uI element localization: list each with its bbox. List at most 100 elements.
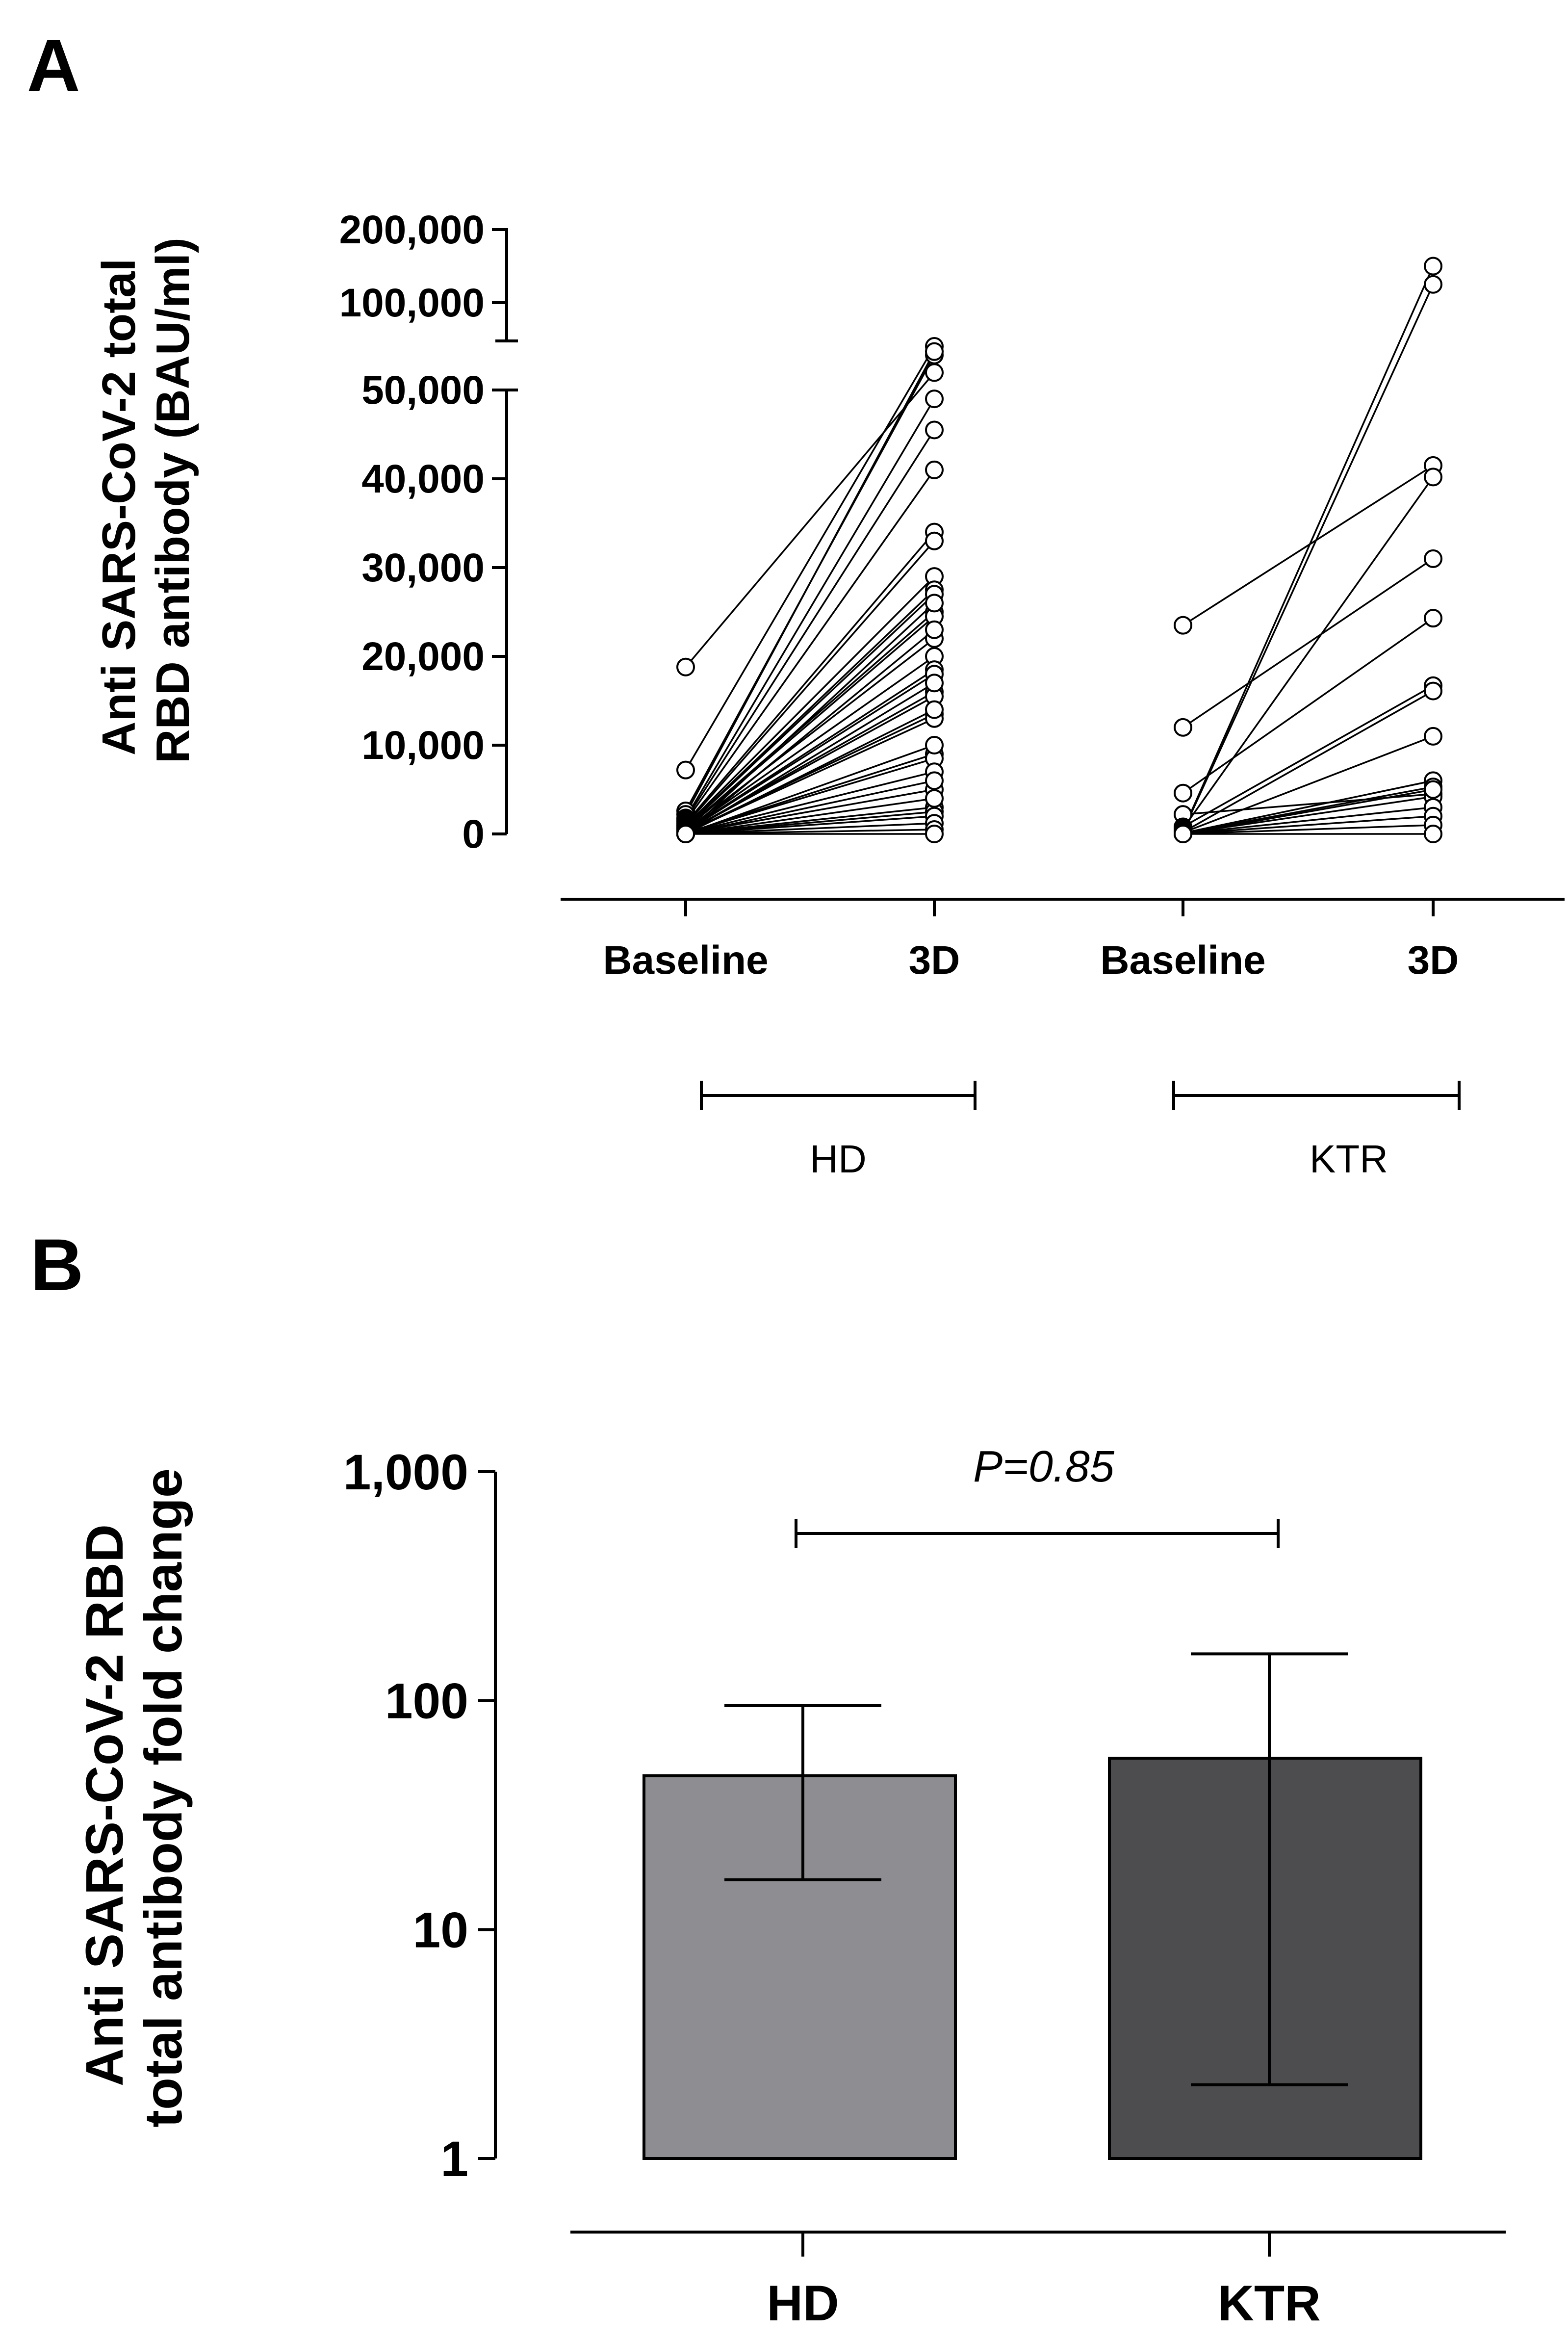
panel-a-3d-point — [925, 594, 944, 613]
panel-a-y-axis-label-line-2: RBD antibody (BAU/ml) — [147, 237, 199, 763]
panel-a-baseline-point — [1174, 825, 1192, 843]
panel-a-pair-line — [685, 797, 935, 835]
panel-a-baseline-point — [1174, 616, 1192, 635]
panel-a-group-ktr-bracket — [1172, 1081, 1461, 1110]
panel-a-y-tick-label: 10,000 — [361, 723, 485, 768]
panel-a-pair-line — [685, 673, 935, 832]
panel-a-3d-point — [925, 620, 944, 639]
panel-b-y-axis-label: Anti SARS-CoV-2 RBD total antibody fold … — [75, 1468, 193, 2128]
panel-a-3d-point — [925, 420, 944, 440]
panel-a-paired-lines — [685, 265, 1434, 835]
panel-a-group-hd-bracket — [700, 1081, 977, 1110]
panel-a-3d-point — [1424, 275, 1442, 294]
panel-a-pair-line — [685, 398, 935, 819]
panel-a-y-ticks: 0 10,000 20,000 30,000 40,000 50,000 100,000 20… — [339, 208, 507, 857]
panel-a-pair-line — [1182, 788, 1434, 835]
panel-a-pair-line — [685, 531, 935, 824]
panel-a-3d-point — [925, 736, 944, 754]
panel-a-pair-line — [1182, 465, 1434, 626]
panel-a-3d-point — [925, 674, 944, 693]
panel-a-pair-line — [1182, 685, 1434, 828]
panel-a-pair-line — [1182, 806, 1434, 835]
panel-b-x-tick-label: KTR — [1218, 2275, 1321, 2331]
panel-a-3d-point — [925, 825, 944, 843]
panel-a-pair-line — [685, 346, 935, 771]
panel-a-pair-line — [685, 771, 935, 834]
panel-a-label: A — [27, 24, 80, 106]
panel-a-3d-point — [925, 363, 944, 382]
panel-a-pair-line — [685, 669, 935, 832]
panel-a-3d-point — [925, 531, 944, 550]
panel-a-pair-line — [685, 575, 935, 827]
panel-a-3d-point — [925, 460, 944, 479]
panel-a-pair-line — [1182, 617, 1434, 794]
panel-a-pair-line — [1182, 558, 1434, 728]
panel-a-pair-line — [685, 744, 935, 835]
panel-a-group-hd-label: HD — [810, 1137, 867, 1181]
panel-a-chart: Anti SARS-CoV-2 total RBD antibody (BAU/… — [93, 208, 1565, 1181]
panel-a-pair-line — [1182, 824, 1434, 835]
panel-b-y-axis-label-line-1: Anti SARS-CoV-2 RBD — [75, 1524, 134, 2086]
panel-a-pair-line — [685, 815, 935, 835]
panel-a-3d-point — [925, 700, 944, 719]
panel-a-y-tick-label: 20,000 — [361, 634, 485, 679]
panel-b-p-value: P=0.85 — [973, 1442, 1115, 1491]
panel-a-baseline-point — [1174, 783, 1192, 803]
panel-a-pair-line — [685, 594, 935, 829]
panel-b-y-axis-label-line-2: total antibody fold change — [133, 1468, 193, 2128]
panel-a-y-tick-label: 30,000 — [361, 546, 485, 590]
panel-b-y-tick-label: 1 — [440, 2131, 468, 2187]
panel-a-group-ktr-label: KTR — [1310, 1137, 1388, 1181]
panel-b-bar-hd — [643, 1774, 957, 2160]
panel-a-baseline-point — [676, 760, 695, 780]
panel-a-3d-point — [1424, 257, 1442, 276]
panel-a-3d-point — [1424, 468, 1442, 487]
panel-a-baseline-point — [1174, 718, 1192, 737]
panel-b-y-ticks: 1 10 100 1,000 — [343, 1444, 495, 2187]
panel-a-points — [676, 257, 1442, 843]
panel-a-pair-line — [1182, 786, 1434, 834]
panel-a-pair-line — [1182, 284, 1434, 832]
panel-a-3d-point — [925, 342, 944, 361]
panel-b-significance-bracket — [795, 1519, 1280, 1548]
panel-a-3d-point — [1424, 727, 1442, 746]
panel-a-3d-point — [1424, 681, 1442, 701]
panel-a-3d-point — [925, 789, 944, 808]
panel-b-label: B — [30, 1223, 83, 1306]
panel-a-pair-line — [1182, 735, 1434, 833]
panel-a-x-tick-label: 3D — [909, 938, 960, 983]
panel-a-pair-line — [685, 638, 935, 832]
panel-a-y-tick-label: 200,000 — [339, 208, 485, 252]
panel-a-x-tick-label: Baseline — [1100, 938, 1265, 983]
panel-a-pair-line — [685, 602, 935, 835]
panel-a-y-tick-label: 40,000 — [361, 457, 485, 501]
panel-a-y-axis-label: Anti SARS-CoV-2 total RBD antibody (BAU/… — [93, 237, 199, 763]
panel-a-baseline-point — [676, 825, 695, 843]
panel-a-pair-line — [685, 372, 935, 668]
panel-a-x-ticks: Baseline 3D Baseline 3D — [603, 899, 1459, 983]
panel-a-y-tick-label: 50,000 — [361, 368, 485, 413]
panel-a-pair-line — [685, 589, 935, 828]
panel-a-pair-line — [685, 655, 935, 832]
panel-a-3d-point — [925, 390, 944, 409]
panel-a-pair-line — [1182, 690, 1434, 833]
panel-a-baseline-point — [676, 657, 695, 676]
panel-a-pair-line — [685, 822, 935, 835]
panel-b-bars: HD KTR — [643, 1652, 1422, 2331]
panel-b-y-tick-label: 10 — [413, 1902, 468, 1958]
panel-a-pair-line — [685, 629, 935, 835]
panel-a-pair-line — [685, 616, 935, 831]
panel-a-pair-line — [685, 788, 935, 834]
panel-a-pair-line — [685, 429, 935, 820]
panel-a-x-tick-label: 3D — [1408, 938, 1459, 983]
panel-b-y-tick-label: 1,000 — [343, 1444, 468, 1500]
panel-a-pair-line — [1182, 265, 1434, 831]
panel-b-bar-ktr — [1108, 1757, 1422, 2160]
panel-a-3d-point — [1424, 609, 1442, 628]
panel-a-pair-line — [685, 780, 935, 835]
panel-a-x-tick-label: Baseline — [603, 938, 768, 983]
panel-a-pair-line — [685, 682, 935, 835]
panel-a-3d-point — [925, 771, 944, 790]
panel-a-pair-line — [1182, 815, 1434, 835]
